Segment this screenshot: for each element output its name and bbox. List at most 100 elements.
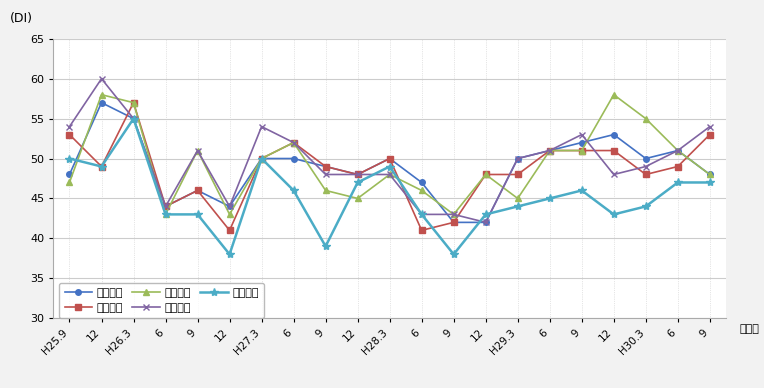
県北地域 (193, 188, 202, 193)
県北地域 (321, 164, 330, 169)
県央地域 (545, 148, 555, 153)
県北地域 (609, 132, 618, 137)
鹿行地域 (193, 148, 202, 153)
県央地域 (417, 228, 426, 233)
Line: 県央地域: 県央地域 (66, 100, 713, 233)
県央地域 (225, 228, 234, 233)
鹿行地域 (257, 156, 266, 161)
鹿行地域 (577, 148, 586, 153)
県央地域 (449, 220, 458, 225)
県北地域 (129, 116, 138, 121)
Line: 県西地域: 県西地域 (65, 114, 714, 258)
県西地域 (65, 156, 74, 161)
県北地域 (513, 156, 523, 161)
県北地域 (673, 148, 682, 153)
県北地域 (225, 204, 234, 209)
鹿行地域 (481, 172, 490, 177)
県北地域 (705, 172, 714, 177)
県西地域 (609, 212, 618, 217)
県北地域 (417, 180, 426, 185)
県南地域 (577, 132, 586, 137)
鹿行地域 (225, 212, 234, 217)
県西地域 (481, 212, 490, 217)
県南地域 (449, 212, 458, 217)
県西地域 (577, 188, 586, 193)
県南地域 (289, 140, 298, 145)
県南地域 (417, 212, 426, 217)
県央地域 (257, 156, 266, 161)
Text: (DI): (DI) (10, 12, 33, 25)
県西地域 (193, 212, 202, 217)
県西地域 (353, 180, 362, 185)
県南地域 (673, 148, 682, 153)
県西地域 (417, 212, 426, 217)
県西地域 (97, 164, 106, 169)
鹿行地域 (321, 188, 330, 193)
県央地域 (193, 188, 202, 193)
県央地域 (353, 172, 362, 177)
県西地域 (161, 212, 170, 217)
県央地域 (321, 164, 330, 169)
県北地域 (289, 156, 298, 161)
Line: 鹿行地域: 鹿行地域 (66, 91, 714, 218)
鹿行地域 (641, 116, 650, 121)
鹿行地域 (609, 92, 618, 97)
県北地域 (353, 172, 362, 177)
県南地域 (129, 116, 138, 121)
県北地域 (257, 156, 266, 161)
県北地域 (641, 156, 650, 161)
県北地域 (65, 172, 74, 177)
鹿行地域 (449, 212, 458, 217)
県南地域 (321, 172, 330, 177)
県南地域 (257, 124, 266, 129)
県南地域 (609, 172, 618, 177)
県北地域 (577, 140, 586, 145)
県南地域 (225, 204, 234, 209)
鹿行地域 (289, 140, 298, 145)
県西地域 (705, 180, 714, 185)
鹿行地域 (705, 172, 714, 177)
県西地域 (641, 204, 650, 209)
県南地域 (97, 76, 106, 81)
県央地域 (289, 140, 298, 145)
県西地域 (225, 252, 234, 256)
県央地域 (609, 148, 618, 153)
県央地域 (129, 100, 138, 105)
鹿行地域 (129, 100, 138, 105)
鹿行地域 (161, 212, 170, 217)
Line: 県南地域: 県南地域 (66, 75, 714, 226)
県北地域 (545, 148, 555, 153)
県南地域 (513, 156, 523, 161)
鹿行地域 (673, 148, 682, 153)
Text: （月）: （月） (740, 324, 759, 334)
県西地域 (321, 244, 330, 249)
県南地域 (641, 164, 650, 169)
県南地域 (385, 172, 394, 177)
県西地域 (289, 188, 298, 193)
県北地域 (97, 100, 106, 105)
県南地域 (161, 204, 170, 209)
県西地域 (449, 252, 458, 256)
県央地域 (385, 156, 394, 161)
県北地域 (481, 220, 490, 225)
鹿行地域 (97, 92, 106, 97)
県央地域 (577, 148, 586, 153)
県南地域 (481, 220, 490, 225)
県央地域 (673, 164, 682, 169)
県南地域 (65, 124, 74, 129)
県南地域 (705, 124, 714, 129)
県央地域 (65, 132, 74, 137)
県西地域 (673, 180, 682, 185)
鹿行地域 (65, 180, 74, 185)
県央地域 (705, 132, 714, 137)
県北地域 (161, 204, 170, 209)
県北地域 (385, 156, 394, 161)
県北地域 (449, 220, 458, 225)
県央地域 (481, 172, 490, 177)
県南地域 (193, 148, 202, 153)
鹿行地域 (513, 196, 523, 201)
鹿行地域 (545, 148, 555, 153)
Line: 県北地域: 県北地域 (66, 100, 713, 225)
県西地域 (385, 164, 394, 169)
鹿行地域 (385, 172, 394, 177)
